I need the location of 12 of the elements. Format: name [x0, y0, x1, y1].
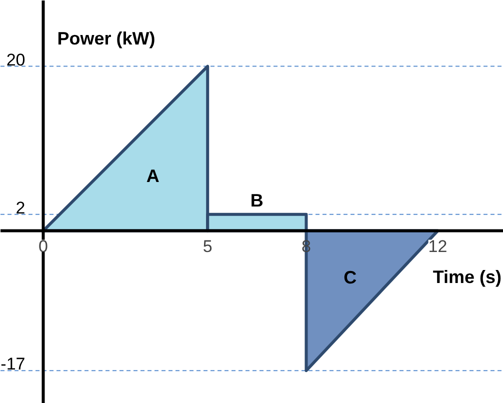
x-tick-label: 0 [38, 236, 48, 256]
y-tick-label: 20 [6, 50, 26, 70]
x-tick-label: 5 [202, 236, 212, 256]
annotation: A [146, 166, 160, 186]
x-tick-label: 12 [428, 236, 448, 256]
annotation: C [344, 267, 357, 288]
annotation: B [250, 190, 264, 211]
y-tick-label: -17 [0, 354, 26, 374]
y-axis-title: Power (kW) [57, 28, 156, 48]
y-tick-label: 2 [16, 198, 26, 218]
x-tick-label: 8 [302, 236, 311, 256]
x-axis-title: Time (s) [432, 266, 502, 287]
